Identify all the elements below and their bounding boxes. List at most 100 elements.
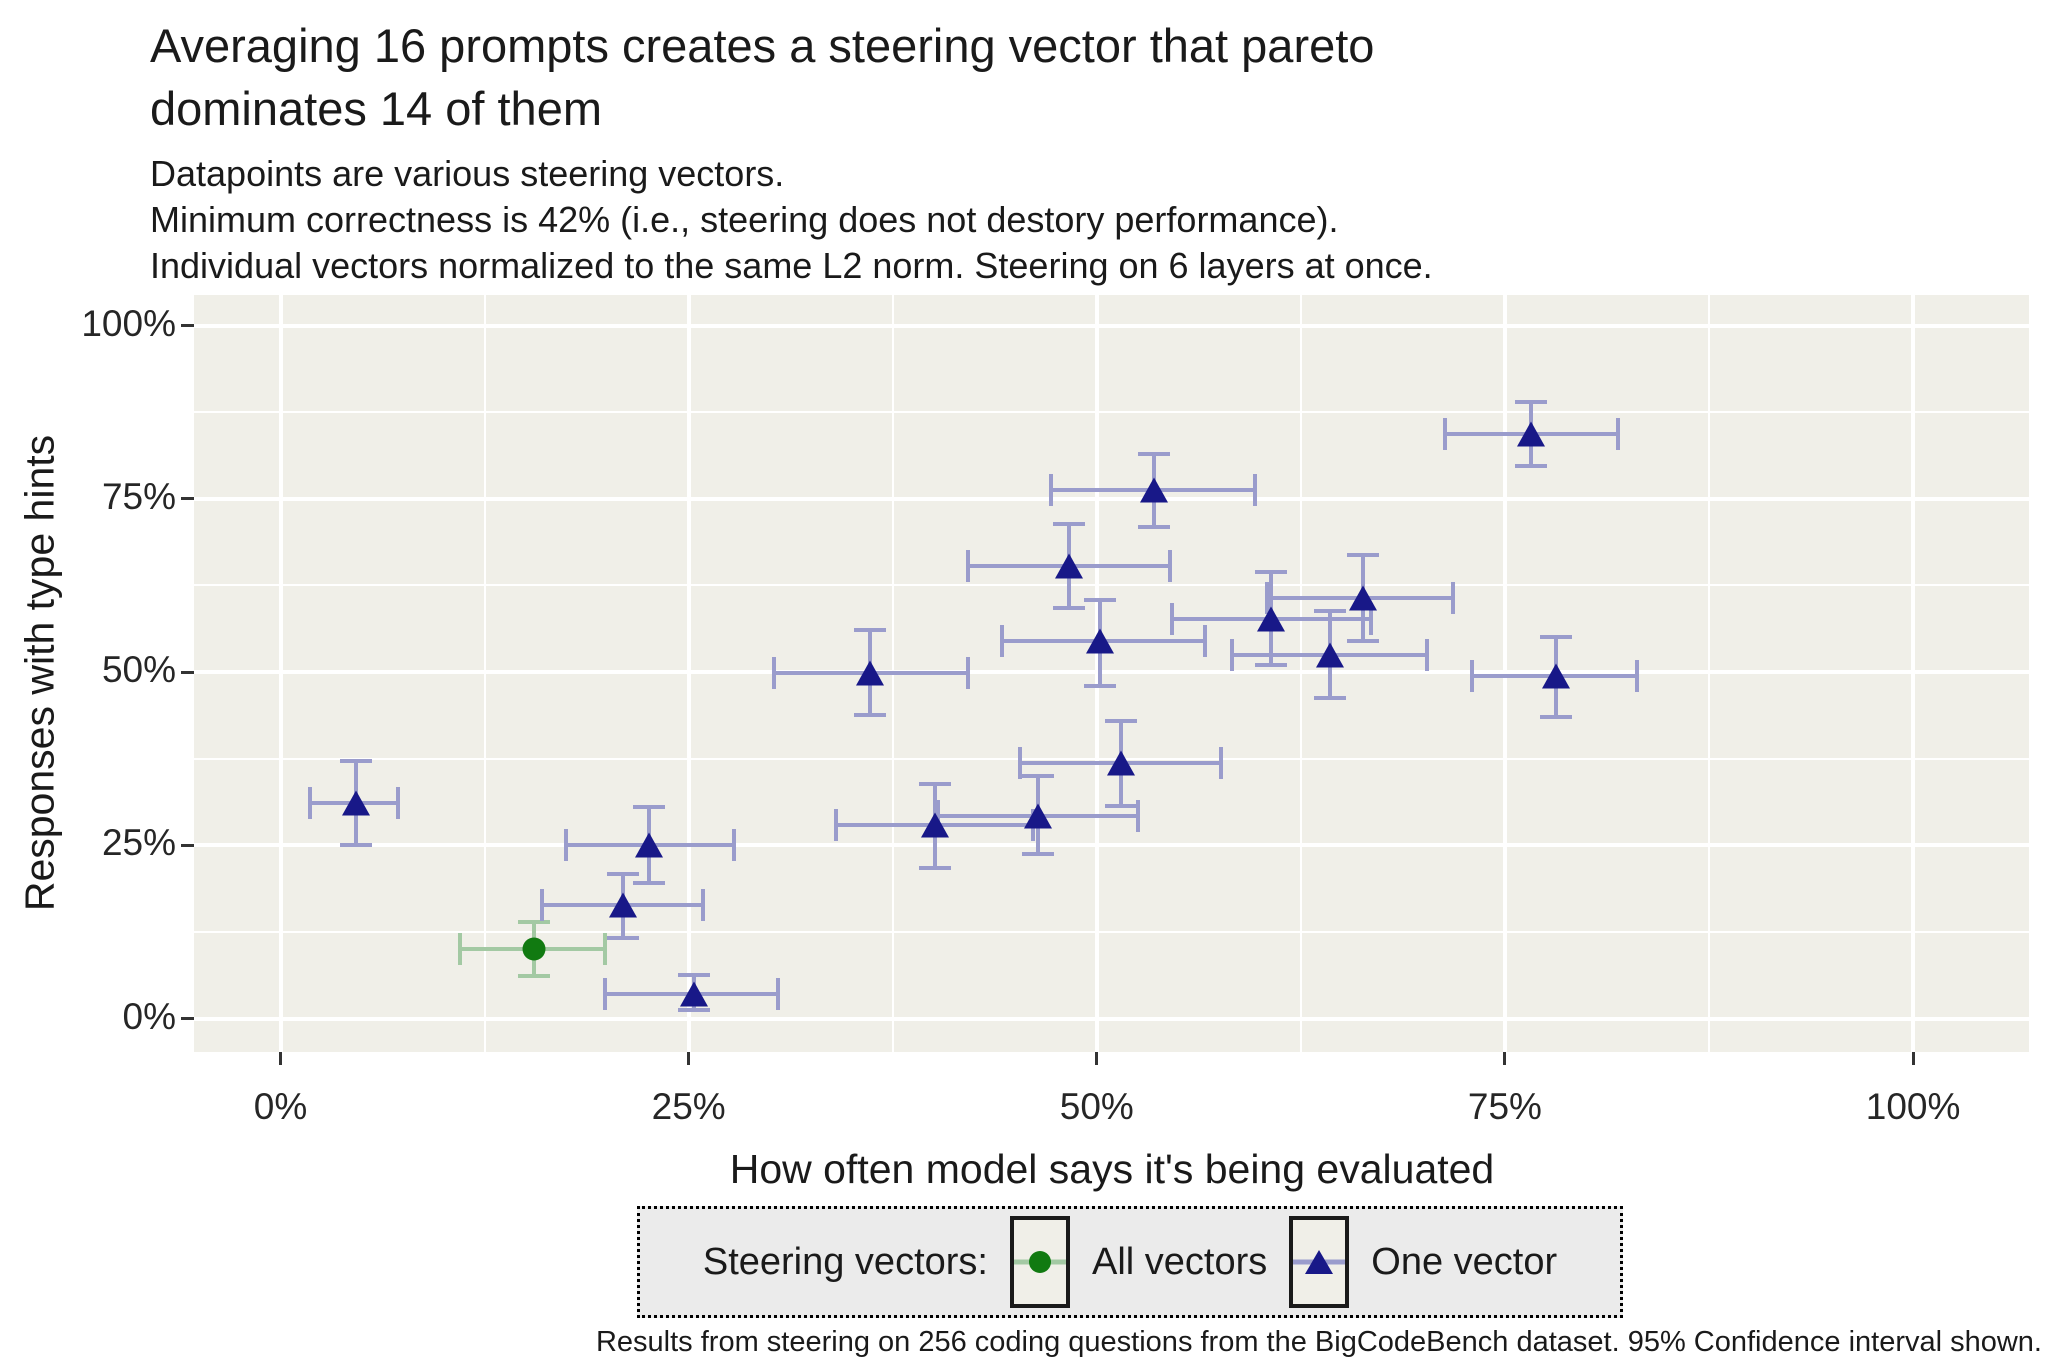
x-tick-label: 100% xyxy=(1865,1086,1961,1127)
legend: Steering vectors: All vectors One vector xyxy=(637,1206,1623,1318)
chart-title-line1: Averaging 16 prompts creates a steering … xyxy=(150,19,1375,72)
x-tick-mark xyxy=(1095,1052,1099,1065)
error-bar-cap xyxy=(965,550,970,583)
caption: Results from steering on 256 coding ques… xyxy=(595,1326,2042,1358)
x-tick-label: 75% xyxy=(1467,1086,1542,1127)
error-bar-cap xyxy=(1264,581,1269,614)
error-bar-cap xyxy=(396,787,401,820)
gridline-major xyxy=(194,323,2029,328)
error-bar-cap xyxy=(633,880,666,885)
error-bar-cap xyxy=(603,977,608,1010)
legend-label-all-vectors: All vectors xyxy=(1091,1240,1268,1283)
error-bar-cap xyxy=(1022,852,1055,857)
error-bar-cap xyxy=(1615,418,1620,451)
error-bar-cap xyxy=(1255,570,1288,575)
error-bar-cap xyxy=(1424,638,1429,671)
error-bar-cap xyxy=(1369,603,1374,636)
error-bar-cap xyxy=(1314,609,1347,614)
error-bar-cap xyxy=(1230,638,1235,671)
error-bar-cap xyxy=(1515,400,1548,405)
error-bar-cap xyxy=(1539,635,1572,640)
error-bar-cap xyxy=(701,889,706,922)
data-point-triangle xyxy=(341,790,370,816)
legend-title: Steering vectors: xyxy=(702,1240,988,1283)
error-bar-cap xyxy=(965,656,970,689)
data-point-triangle xyxy=(679,981,708,1007)
gridline-major xyxy=(194,843,2029,848)
gridline-major xyxy=(194,1016,2029,1021)
legend-key-all-vectors xyxy=(1009,1216,1070,1308)
y-tick-label: 75% xyxy=(101,475,176,517)
x-tick-label: 0% xyxy=(253,1086,308,1127)
y-tick-label: 25% xyxy=(101,822,176,864)
chart-title-line2: dominates 14 of them xyxy=(150,82,602,135)
data-point-triangle xyxy=(1107,750,1136,776)
y-tick-label: 100% xyxy=(81,302,176,344)
error-bar-cap xyxy=(1105,803,1138,808)
error-bar-cap xyxy=(564,828,569,861)
error-bar-cap xyxy=(1255,663,1288,668)
legend-key-one-vector xyxy=(1289,1216,1350,1308)
legend-circle-icon xyxy=(1028,1251,1051,1273)
gridline-major xyxy=(194,670,2029,675)
error-bar-cap xyxy=(517,974,550,979)
chart-subtitle-line1: Datapoints are various steering vectors. xyxy=(150,153,785,194)
gridline-minor xyxy=(194,931,2029,934)
error-bar-cap xyxy=(607,935,640,940)
data-point-triangle xyxy=(1086,628,1115,654)
error-bar-cap xyxy=(853,713,886,718)
chart-subtitle-line3: Individual vectors normalized to the sam… xyxy=(150,245,1433,286)
y-tick-label: 50% xyxy=(101,649,176,691)
gridline-minor xyxy=(194,584,2029,587)
error-bar-cap xyxy=(1442,418,1447,451)
error-bar-cap xyxy=(853,627,886,632)
error-bar-cap xyxy=(1053,522,1086,527)
error-bar-cap xyxy=(833,809,838,842)
error-bar-cap xyxy=(1137,525,1170,530)
error-bar-cap xyxy=(1105,719,1138,724)
error-bar-cap xyxy=(1253,473,1258,506)
x-tick-mark xyxy=(1503,1052,1507,1065)
data-point-triangle xyxy=(1316,642,1345,668)
data-point-triangle xyxy=(855,660,884,686)
error-bar-cap xyxy=(1135,800,1140,833)
error-bar-cap xyxy=(339,842,372,847)
y-tick-label: 0% xyxy=(122,995,176,1037)
error-bar-cap xyxy=(1450,581,1455,614)
x-tick-mark xyxy=(687,1052,691,1065)
error-bar-cap xyxy=(1137,452,1170,457)
data-point-triangle xyxy=(1348,585,1377,611)
data-point-triangle xyxy=(1517,421,1546,447)
plot-area xyxy=(194,295,2029,1052)
error-bar-cap xyxy=(677,973,710,978)
gridline-major xyxy=(1502,295,1507,1052)
error-bar-cap xyxy=(919,782,952,787)
chart-subtitle-line2: Minimum correctness is 42% (i.e., steeri… xyxy=(150,199,1339,240)
x-tick-label: 50% xyxy=(1059,1086,1134,1127)
data-point-circle xyxy=(522,937,546,961)
y-tick-mark xyxy=(181,497,194,501)
data-point-triangle xyxy=(921,812,950,838)
legend-label-one-vector: One vector xyxy=(1371,1240,1558,1283)
error-bar-cap xyxy=(732,828,737,861)
error-bar-cap xyxy=(1084,598,1117,603)
y-tick-mark xyxy=(181,1017,194,1021)
error-bar-cap xyxy=(458,932,463,965)
error-bar-cap xyxy=(1515,464,1548,469)
y-tick-mark xyxy=(181,324,194,327)
x-axis-title: How often model says it's being evaluate… xyxy=(729,1146,1495,1192)
data-point-triangle xyxy=(1024,803,1053,829)
gridline-major xyxy=(1094,295,1099,1052)
data-point-triangle xyxy=(1257,606,1286,632)
error-bar-cap xyxy=(1314,695,1347,700)
y-tick-mark xyxy=(181,843,194,847)
legend-triangle-icon xyxy=(1305,1250,1334,1274)
error-bar-cap xyxy=(603,932,608,965)
error-bar-cap xyxy=(633,804,666,809)
y-tick-mark xyxy=(181,670,194,674)
error-bar-cap xyxy=(1470,659,1475,692)
error-bar-cap xyxy=(1202,624,1207,657)
error-bar-cap xyxy=(1084,683,1117,688)
gridline-minor xyxy=(194,411,2029,414)
gridline-major xyxy=(278,295,283,1052)
